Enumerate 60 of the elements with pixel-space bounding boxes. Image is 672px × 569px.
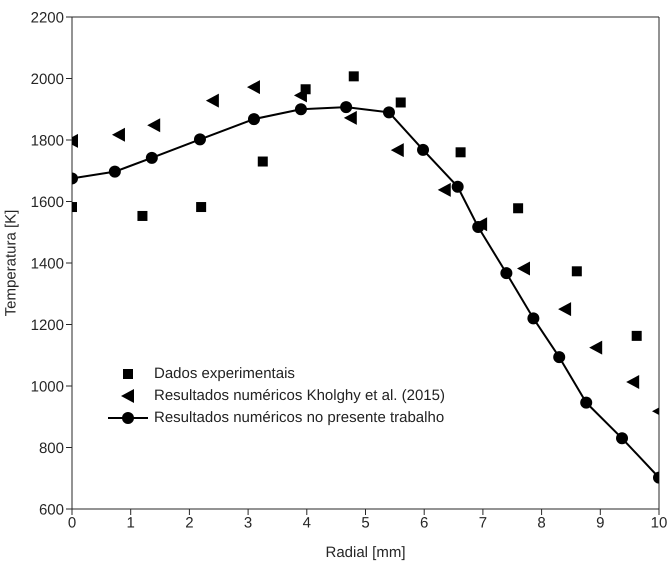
point	[626, 375, 640, 390]
point	[206, 94, 219, 108]
point	[513, 203, 524, 214]
point	[196, 202, 206, 212]
point	[258, 156, 268, 167]
point	[417, 144, 430, 156]
point	[500, 267, 512, 280]
point	[340, 101, 352, 114]
x-tick-label: 1	[126, 514, 135, 532]
x-tick-label: 3	[244, 514, 252, 532]
point	[438, 182, 451, 197]
x-tick-label: 9	[596, 514, 604, 532]
point	[589, 340, 602, 355]
y-tick-label: 1600	[30, 194, 64, 211]
point	[456, 147, 466, 158]
x-tick-label: 10	[650, 514, 668, 532]
point	[527, 312, 540, 324]
point	[452, 180, 464, 193]
x-tick-label: 5	[361, 514, 370, 532]
x-tick-label: 0	[68, 514, 76, 532]
point	[246, 80, 260, 94]
point	[580, 396, 592, 409]
y-tick-label: 1000	[30, 378, 64, 396]
y-tick-label: 2200	[30, 9, 64, 26]
y-tick-label: 1800	[30, 132, 64, 150]
point	[248, 113, 260, 126]
point	[137, 210, 148, 221]
y-tick-label: 2000	[30, 70, 64, 88]
y-tick-label: 600	[38, 501, 64, 518]
point	[632, 330, 642, 341]
y-tick-label: 800	[38, 440, 64, 457]
point	[344, 110, 357, 125]
point	[348, 71, 359, 82]
x-tick-label: 7	[478, 514, 488, 532]
point	[553, 351, 566, 364]
legend-label: Resultados numéricos no presente trabalho	[154, 408, 444, 428]
point	[516, 262, 530, 276]
point	[558, 302, 572, 316]
x-tick-label: 8	[537, 514, 546, 532]
point	[390, 143, 404, 158]
point	[396, 97, 406, 108]
x-axis-title: Radial [mm]	[325, 544, 406, 561]
point	[108, 166, 121, 178]
point	[382, 106, 395, 118]
point	[616, 432, 628, 444]
point	[147, 118, 160, 132]
x-tick-label: 2	[185, 514, 194, 532]
y-tick-label: 1400	[30, 255, 64, 272]
legend-label: Dados experimentais	[154, 364, 295, 384]
point	[194, 133, 206, 146]
legend-label: Resultados numéricos Kholghy et al. (2015)	[154, 386, 445, 406]
point	[472, 221, 484, 234]
point	[112, 128, 125, 142]
x-tick-label: 6	[420, 514, 428, 532]
y-tick-label: 1200	[30, 316, 64, 334]
y-axis-title: Temperatura [K]	[2, 210, 20, 316]
point	[572, 266, 582, 276]
point	[294, 103, 307, 116]
x-tick-label: 4	[302, 514, 311, 532]
point	[146, 152, 158, 164]
